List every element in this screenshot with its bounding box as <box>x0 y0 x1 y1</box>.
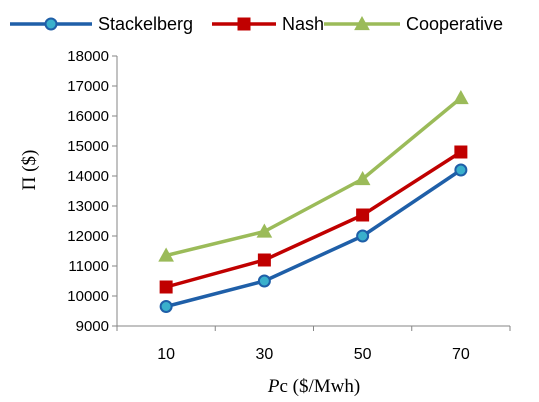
series-cooperative-point <box>354 170 371 186</box>
y-tick-label: 18000 <box>67 48 109 65</box>
series-cooperative-point <box>158 247 174 262</box>
legend-label: Cooperative <box>406 14 503 34</box>
x-tick-label: 50 <box>354 346 372 363</box>
legend-swatch-marker <box>237 17 251 31</box>
series-cooperative-line <box>165 96 462 258</box>
legend-item-cooperative: Cooperative <box>324 14 503 34</box>
y-tick-label: 15000 <box>67 138 109 155</box>
series-nash-point <box>257 253 271 267</box>
x-axis-title: Pc ($/Mwh) <box>267 376 360 397</box>
series-stackelberg-point <box>454 163 468 177</box>
series-nash-point <box>356 208 370 222</box>
x-axis: 10 30 50 70 <box>116 325 511 363</box>
y-axis-title: Π ($) <box>19 150 40 191</box>
y-tick-label: 10000 <box>67 288 109 305</box>
series-stackelberg-point <box>356 229 370 243</box>
y-tick-label: 16000 <box>67 108 109 125</box>
y-tick-label: 9000 <box>76 318 109 335</box>
legend-swatch-marker <box>44 17 58 31</box>
series-stackelberg-point <box>159 300 173 313</box>
legend-label: Nash <box>282 14 324 34</box>
y-tick-label: 12000 <box>67 228 109 245</box>
series-layer <box>158 89 469 313</box>
x-axis-title-italic: P <box>267 376 280 397</box>
series-nash-point <box>159 280 173 294</box>
series-cooperative-point <box>256 223 273 238</box>
series-cooperative-point <box>453 89 469 105</box>
legend-item-stackelberg: Stackelberg <box>10 14 193 34</box>
series-stackelberg-point <box>257 274 271 288</box>
series-nash-point <box>454 145 468 159</box>
series-cooperative <box>158 89 469 262</box>
legend-item-nash: Nash <box>212 14 324 34</box>
legend: Stackelberg Nash Cooperative <box>10 14 503 34</box>
y-tick-label: 17000 <box>67 78 109 95</box>
x-tick-label: 30 <box>255 346 273 363</box>
x-tick-label: 10 <box>157 346 175 363</box>
series-stackelberg-line <box>165 168 462 309</box>
y-axis: 9000 10000 11000 12000 13000 14000 15000 16000 1… <box>67 48 118 335</box>
series-nash <box>159 145 468 294</box>
x-axis-title-rest: c ($/Mwh) <box>279 376 360 397</box>
y-tick-label: 14000 <box>67 168 109 185</box>
y-tick-label: 11000 <box>68 258 109 275</box>
legend-label: Stackelberg <box>98 14 193 34</box>
x-tick-label: 70 <box>452 346 470 363</box>
series-stackelberg <box>159 163 468 313</box>
legend-swatch-marker <box>354 15 370 31</box>
y-tick-label: 13000 <box>67 198 109 215</box>
series-nash-line <box>165 150 462 289</box>
